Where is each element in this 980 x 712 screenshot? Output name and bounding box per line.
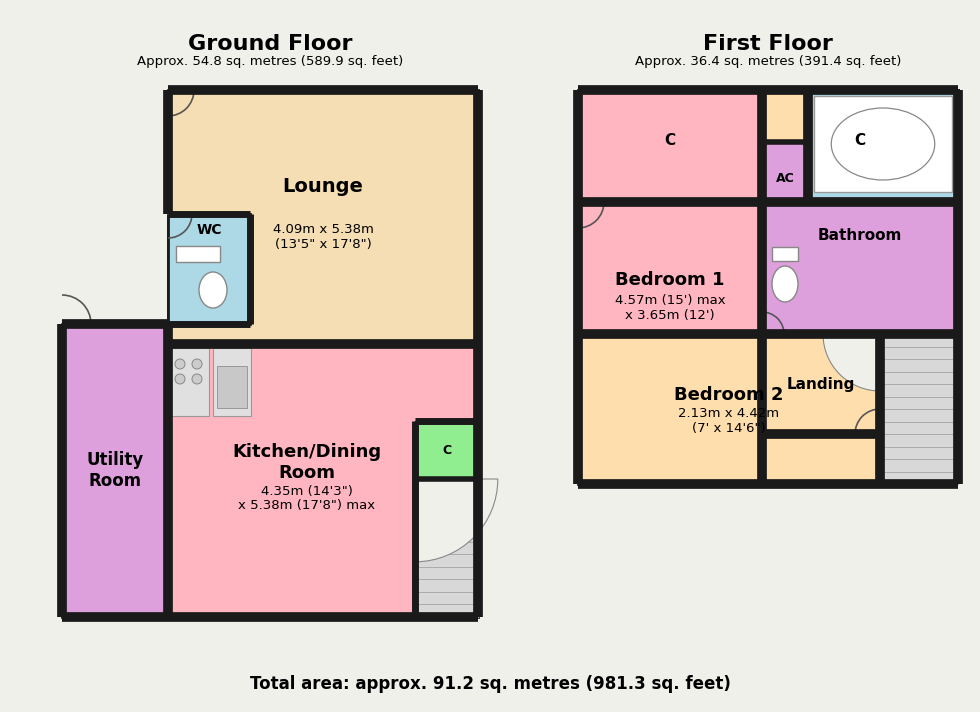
Text: Approx. 54.8 sq. metres (589.9 sq. feet): Approx. 54.8 sq. metres (589.9 sq. feet): [137, 56, 403, 68]
Text: First Floor: First Floor: [703, 34, 833, 54]
Text: Kitchen/Dining
Room: Kitchen/Dining Room: [232, 443, 381, 482]
Text: Bedroom 1: Bedroom 1: [615, 271, 725, 289]
Text: 4.35m (14'3")
x 5.38m (17'8") max: 4.35m (14'3") x 5.38m (17'8") max: [238, 484, 375, 513]
Circle shape: [192, 374, 202, 384]
Bar: [168, 90, 478, 344]
Ellipse shape: [199, 272, 227, 308]
Bar: [415, 421, 478, 479]
Bar: [213, 348, 251, 416]
Ellipse shape: [772, 266, 798, 302]
Text: C: C: [442, 444, 451, 456]
Ellipse shape: [831, 108, 935, 180]
Text: 4.57m (15') max
x 3.65m (12'): 4.57m (15') max x 3.65m (12'): [614, 294, 725, 322]
Text: Ground Floor: Ground Floor: [188, 34, 352, 54]
Wedge shape: [823, 334, 880, 391]
Bar: [808, 90, 958, 202]
Text: C: C: [664, 133, 675, 148]
Text: Bathroom: Bathroom: [818, 228, 903, 243]
Text: Total area: approx. 91.2 sq. metres (981.3 sq. feet): Total area: approx. 91.2 sq. metres (981…: [250, 675, 730, 693]
Bar: [415, 479, 478, 617]
Bar: [578, 202, 762, 258]
Text: WC: WC: [196, 224, 221, 238]
Bar: [814, 96, 952, 192]
Text: Landing: Landing: [787, 377, 856, 392]
Bar: [168, 214, 250, 324]
Circle shape: [175, 374, 185, 384]
Bar: [762, 334, 880, 434]
Bar: [578, 90, 762, 202]
Bar: [762, 90, 958, 202]
Bar: [176, 246, 220, 262]
Bar: [62, 324, 168, 617]
Bar: [171, 348, 209, 416]
Bar: [217, 366, 247, 408]
Bar: [168, 344, 478, 617]
Bar: [578, 334, 880, 484]
Text: Lounge: Lounge: [282, 177, 364, 196]
Bar: [762, 202, 958, 334]
Bar: [578, 202, 762, 334]
Wedge shape: [415, 479, 498, 562]
Circle shape: [192, 359, 202, 369]
Bar: [772, 247, 798, 261]
Text: Approx. 36.4 sq. metres (391.4 sq. feet): Approx. 36.4 sq. metres (391.4 sq. feet): [635, 56, 902, 68]
Text: 2.13m x 4.42m
(7' x 14'6"): 2.13m x 4.42m (7' x 14'6"): [678, 407, 779, 435]
Text: Bedroom 2: Bedroom 2: [674, 386, 784, 404]
Circle shape: [175, 359, 185, 369]
Bar: [880, 334, 958, 484]
Text: Utility
Room: Utility Room: [86, 451, 144, 490]
Text: AC: AC: [775, 172, 795, 184]
Text: 4.09m x 5.38m
(13'5" x 17'8"): 4.09m x 5.38m (13'5" x 17'8"): [272, 224, 373, 251]
Bar: [762, 142, 808, 202]
Text: C: C: [855, 133, 865, 148]
